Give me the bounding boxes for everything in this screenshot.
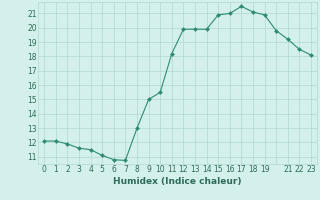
X-axis label: Humidex (Indice chaleur): Humidex (Indice chaleur)	[113, 177, 242, 186]
